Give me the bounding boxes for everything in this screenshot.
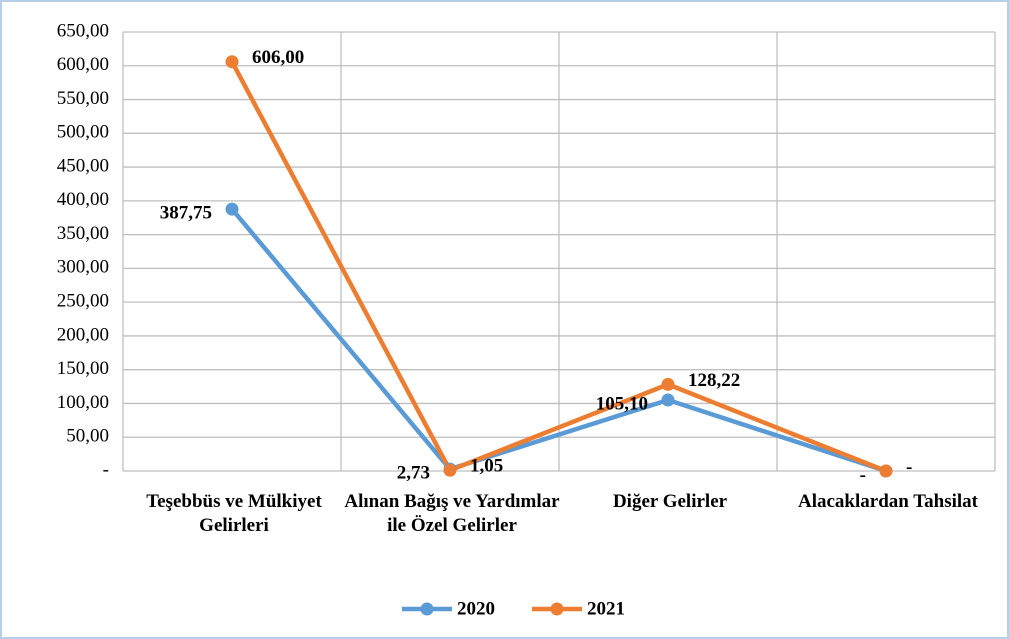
x-tick-label: Diğer Gelirler [612, 491, 728, 512]
data-point [443, 463, 457, 477]
series-line [230, 60, 887, 474]
legend-label: 2021 [587, 598, 625, 619]
data-label: 128,22 [688, 370, 740, 391]
y-tick-label: 600,00 [57, 54, 109, 75]
data-label: - [906, 456, 912, 477]
data-point [225, 202, 239, 216]
y-tick-label: - [103, 459, 109, 480]
y-tick-label: 400,00 [57, 189, 109, 210]
series-line [230, 207, 887, 474]
y-tick-label: 550,00 [57, 88, 109, 109]
data-label: 1,05 [470, 456, 503, 477]
data-label: 387,75 [160, 202, 212, 223]
data-label: 105,10 [596, 393, 648, 414]
x-tick-label: Alınan Bağış ve Yardımlar ile Özel Gelir… [344, 491, 560, 536]
x-tick-label: Teşebbüs ve Mülkiyet Gelirleri [146, 491, 322, 536]
y-tick-label: 100,00 [57, 392, 109, 413]
legend-dot [420, 602, 434, 616]
legend-label: 2020 [457, 598, 495, 619]
y-tick-label: 650,00 [57, 20, 109, 41]
legend-dot [550, 602, 564, 616]
y-tick-label: 350,00 [57, 223, 109, 244]
y-tick-label: 450,00 [57, 155, 109, 176]
data-point [879, 464, 893, 478]
data-label: 606,00 [252, 47, 304, 68]
y-tick-label: 500,00 [57, 122, 109, 143]
data-point [661, 393, 675, 407]
y-tick-label: 50,00 [66, 426, 109, 447]
y-tick-label: 200,00 [57, 324, 109, 345]
data-label: - [860, 464, 866, 485]
data-label: 2,73 [397, 463, 430, 484]
data-point [225, 55, 239, 69]
y-tick-label: 250,00 [57, 291, 109, 312]
data-point [661, 377, 675, 391]
x-tick-label: Alacaklardan Tahsilat [797, 491, 979, 512]
y-tick-label: 150,00 [57, 358, 109, 379]
y-tick-label: 300,00 [57, 257, 109, 278]
